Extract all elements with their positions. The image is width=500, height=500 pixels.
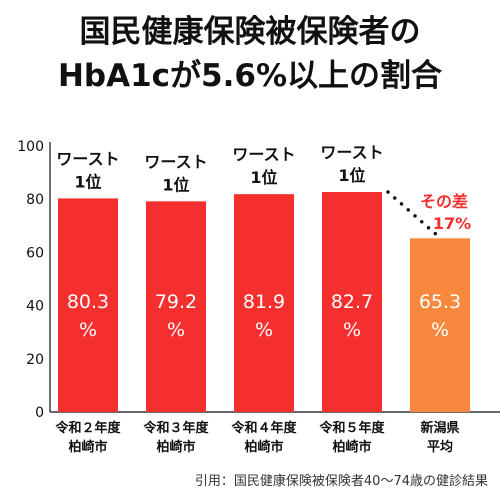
bar-value-unit-4: % (431, 319, 449, 341)
bar-value-label-1: 79.2 (155, 291, 197, 313)
bar-rank-label-1: ワースト (144, 152, 207, 171)
bar-value-unit-1: % (167, 319, 185, 341)
x-category-label-0: 令和２年度 (55, 420, 121, 436)
difference-annotation-value: 17% (433, 214, 471, 233)
y-tick-label-1: 20 (26, 352, 44, 368)
bar-rank-position-1: 1位 (162, 175, 189, 194)
x-category-sublabel-1: 柏崎市 (156, 439, 195, 455)
x-category-sublabel-4: 平均 (427, 439, 453, 455)
bar-rank-position-3: 1位 (338, 166, 365, 185)
chart-title-line-1: 国民健康保険被保険者の (79, 14, 421, 50)
bar-0 (58, 198, 118, 412)
y-tick-label-5: 100 (17, 139, 44, 155)
bar-value-unit-2: % (255, 319, 273, 341)
bar-value-label-2: 81.9 (243, 291, 285, 313)
bar-rank-label-0: ワースト (56, 149, 119, 168)
bar-rank-label-2: ワースト (232, 145, 295, 164)
bar-rank-position-2: 1位 (250, 168, 277, 187)
bar-1 (146, 201, 206, 412)
y-tick-label-0: 0 (35, 405, 44, 421)
bar-value-label-0: 80.3 (67, 291, 109, 313)
y-tick-label-3: 60 (26, 245, 44, 261)
source-note: 引用：国民健康保険被保険者40〜74歳の健診結果 (194, 474, 488, 489)
x-category-sublabel-3: 柏崎市 (332, 439, 371, 455)
x-category-label-2: 令和４年度 (231, 420, 297, 436)
bar-3 (322, 192, 382, 412)
bar-value-label-3: 82.7 (331, 291, 373, 313)
difference-annotation-label: その差 (420, 192, 468, 211)
y-tick-label-4: 80 (26, 192, 44, 208)
bar-4 (410, 238, 470, 412)
bar-rank-position-0: 1位 (74, 172, 101, 191)
y-tick-label-2: 40 (26, 299, 44, 315)
bar-value-unit-3: % (343, 319, 361, 341)
x-category-sublabel-2: 柏崎市 (244, 439, 283, 455)
x-category-label-1: 令和３年度 (143, 420, 209, 436)
bar-rank-label-3: ワースト (320, 143, 383, 162)
x-category-label-3: 令和５年度 (319, 420, 385, 436)
difference-connector (386, 190, 438, 237)
bar-value-unit-0: % (79, 319, 97, 341)
chart-title-line-2: HbA1cが5.6%以上の割合 (57, 58, 443, 94)
bar-value-label-4: 65.3 (419, 291, 461, 313)
bar-2 (234, 194, 294, 412)
x-category-label-4: 新潟県 (420, 420, 459, 436)
x-category-sublabel-0: 柏崎市 (68, 439, 107, 455)
